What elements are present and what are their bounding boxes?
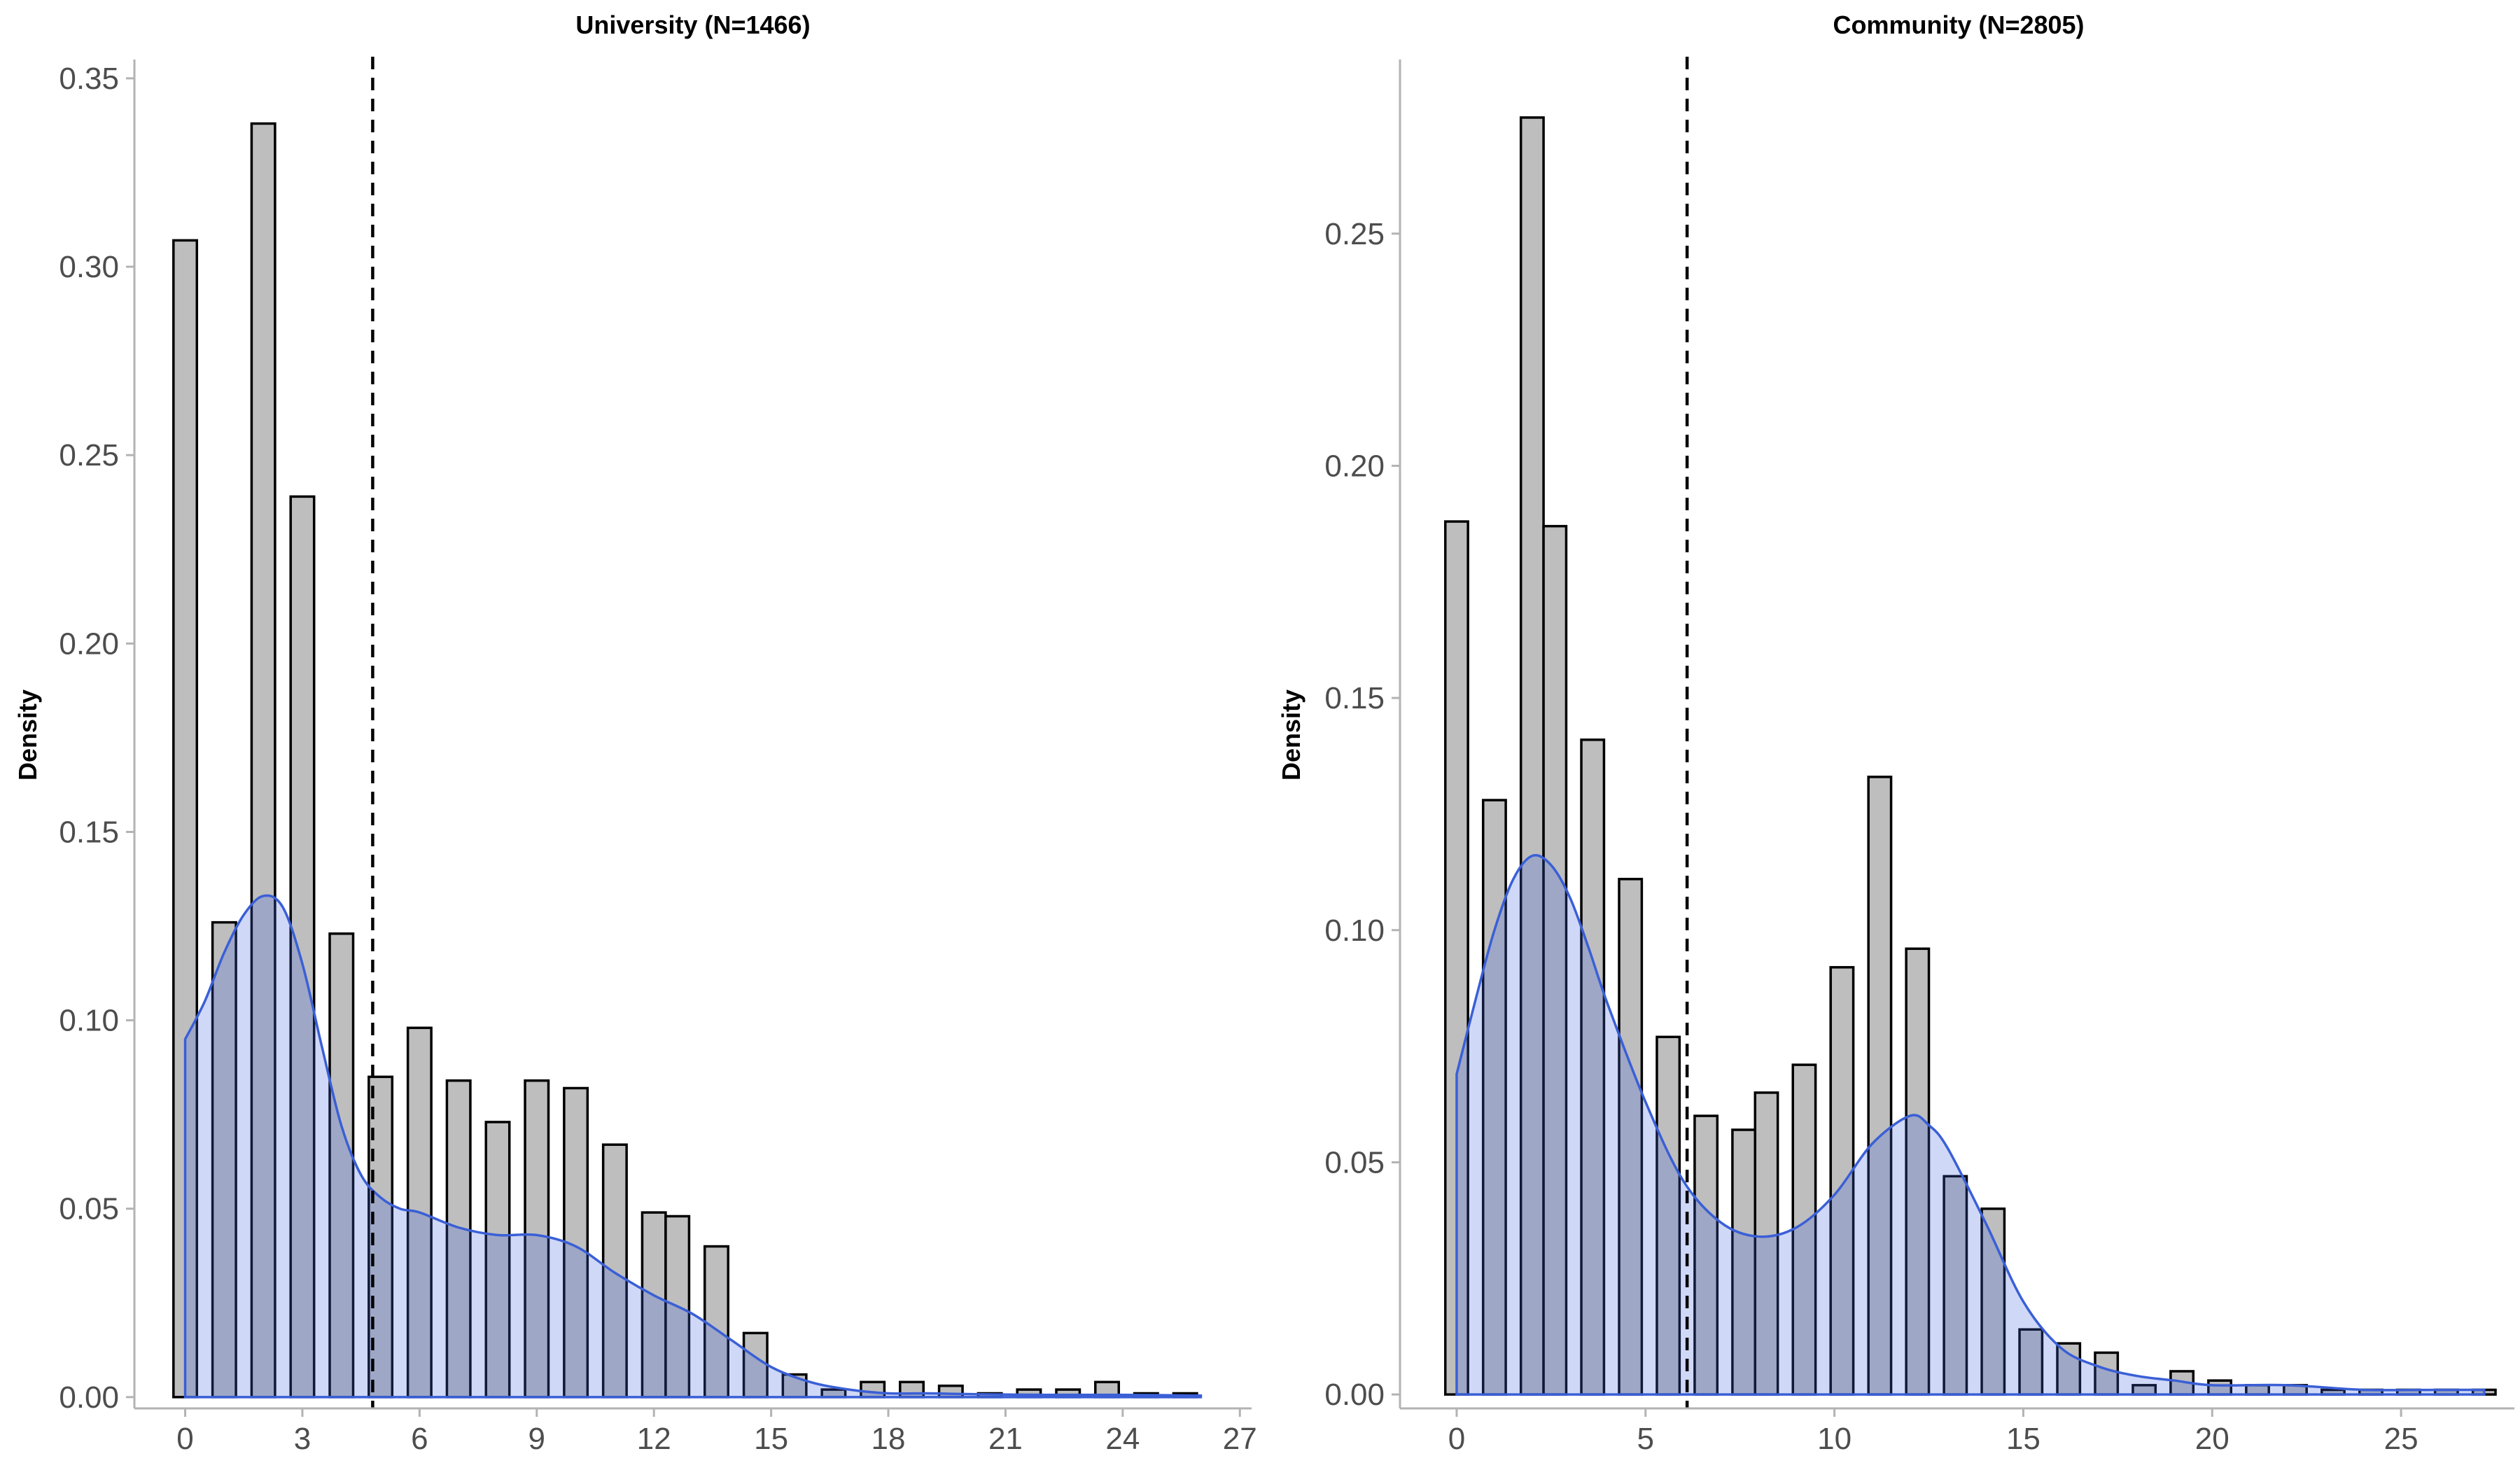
histogram-bar [1580,738,1606,1396]
x-tick-label: 15 [2006,1422,2040,1456]
panel-title-community: Community (N=2805) [1833,10,2084,39]
histogram-bar [524,1079,550,1399]
histogram-bar [1754,1091,1779,1396]
y-tick-label: 0.05 [59,1192,119,1226]
y-tick-label: 0.25 [1324,217,1385,251]
y-tick-label: 0.20 [1324,449,1385,483]
x-tick-label: 0 [176,1422,193,1456]
density-curve [183,894,1203,1399]
panel-university: University (N=1466) Density 0.00 0.05 0.10… [13,10,1257,1456]
x-tick-label: 20 [2195,1422,2230,1456]
x-tick-label: 10 [1817,1422,1851,1456]
y-tick-label: 0.05 [1324,1145,1385,1180]
x-tick-label: 25 [2384,1422,2418,1456]
x-tick-label: 5 [1637,1422,1654,1456]
y-tick-label: 0.10 [1324,913,1385,948]
x-tick-label: 3 [294,1422,311,1456]
x-tick-label: 12 [637,1422,671,1456]
y-tick-label: 0.00 [1324,1378,1385,1412]
histogram-bar [1542,524,1568,1396]
y-tick-label: 0.00 [59,1380,119,1415]
histogram-bar [1867,776,1893,1396]
x-tick-label: 18 [872,1422,906,1456]
y-tick-label: 0.35 [59,62,119,96]
y-tick-label: 0.25 [59,438,119,472]
histogram-bar [1693,1114,1719,1396]
density-curve [1455,854,2486,1396]
y-tick-label: 0.30 [59,250,119,284]
y-tick-label: 0.10 [59,1004,119,1038]
y-tick-label: 0.20 [59,626,119,661]
histogram-bar [1656,1035,1681,1396]
histogram-bar [1731,1128,1757,1396]
y-tick-label: 0.15 [59,815,119,849]
x-tick-label: 27 [1223,1422,1257,1456]
y-axis-title-university: Density [13,690,42,780]
histogram-bar [445,1079,472,1399]
x-tick-label: 21 [988,1422,1023,1456]
x-tick-label: 0 [1448,1422,1465,1456]
panel-title-university: University (N=1466) [575,10,810,39]
x-tick-label: 15 [754,1422,788,1456]
y-axis-title-community: Density [1277,690,1306,780]
panel-community: Community (N=2805) Density 0.00 0.05 0.10 0… [1277,10,2514,1456]
y-tick-label: 0.15 [1324,681,1385,715]
x-tick-label: 9 [528,1422,545,1456]
x-tick-label: 6 [411,1422,428,1456]
x-tick-label: 24 [1105,1422,1140,1456]
histogram-bar [289,495,316,1399]
histogram-bar [781,1373,808,1399]
